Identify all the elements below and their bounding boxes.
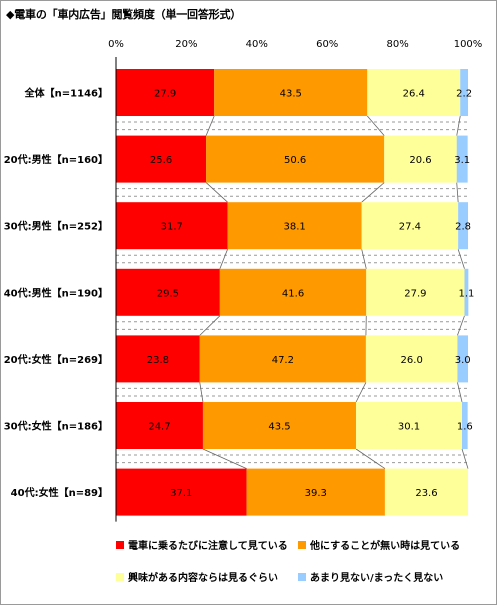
bar-segment	[116, 468, 247, 516]
bar-segment	[116, 335, 200, 383]
category-label: 全体【n=1146】	[24, 87, 108, 100]
bar-segment	[384, 135, 457, 183]
data-label: 50.6	[284, 155, 306, 166]
bar-segment	[202, 402, 357, 449]
data-label: 3.0	[455, 355, 471, 366]
bar-segment	[116, 69, 215, 116]
series-connector-line	[367, 115, 385, 136]
bar-segment	[456, 135, 468, 183]
x-tick-label: 60%	[316, 39, 338, 50]
series-connector-line	[355, 382, 367, 403]
data-label: 27.4	[399, 222, 421, 233]
category-label: 20代:男性【n=160】	[4, 153, 108, 166]
x-tick-label: 100%	[454, 39, 483, 50]
data-label: 2.8	[455, 222, 471, 233]
series-connector-line	[202, 448, 247, 469]
series-connector-line	[355, 448, 386, 469]
data-label: 47.2	[272, 355, 294, 366]
bar-segment	[246, 468, 385, 516]
bar-segment	[356, 402, 463, 449]
bar-segment	[116, 135, 207, 183]
series-connector-line	[219, 249, 228, 269]
category-label: 40代:男性【n=190】	[4, 286, 108, 299]
bar-segment	[361, 202, 459, 250]
data-label: 39.3	[305, 488, 327, 499]
bar-segment	[365, 335, 458, 383]
data-label: 26.0	[401, 355, 423, 366]
series-connector-line	[457, 382, 463, 403]
legend-swatch	[298, 541, 306, 549]
bar-segment	[384, 468, 468, 516]
legend-swatch	[116, 541, 124, 549]
bar-segment	[458, 202, 468, 250]
data-label: 2.2	[456, 89, 472, 100]
data-label: 25.6	[150, 155, 172, 166]
series-connector-line	[199, 315, 221, 336]
bar-segment	[219, 268, 367, 316]
data-label: 37.1	[170, 488, 192, 499]
series-connector-line	[461, 448, 469, 469]
data-label: 3.1	[454, 155, 470, 166]
data-label: 30.1	[398, 422, 420, 433]
legend-swatch	[116, 573, 124, 581]
series-connector-line	[361, 182, 385, 203]
data-label: 27.9	[404, 288, 426, 299]
bar-segment	[116, 202, 228, 250]
data-label: 23.6	[415, 488, 437, 499]
legend-label: 他にすることが無い時は見ている	[309, 539, 460, 552]
x-tick-label: 0%	[108, 39, 124, 50]
data-label: 29.5	[157, 288, 179, 299]
series-connector-line	[205, 115, 215, 136]
series-connector-line	[457, 315, 465, 336]
series-connector-line	[205, 182, 228, 203]
bar-segment	[206, 135, 385, 183]
bar-segment	[227, 202, 362, 250]
series-connector-line	[457, 249, 465, 269]
data-label: 43.5	[268, 422, 290, 433]
series-connector-line	[361, 249, 367, 269]
x-tick-label: 80%	[386, 39, 408, 50]
x-tick-label: 40%	[246, 39, 268, 50]
bar-segment	[366, 268, 465, 316]
legend-label: 電車に乗るたびに注意して見ている	[128, 539, 288, 552]
category-label: 40代:女性【n=89】	[11, 486, 108, 499]
legend-swatch	[298, 573, 306, 581]
data-label: 31.7	[161, 222, 183, 233]
data-label: 24.7	[148, 422, 170, 433]
bar-segment	[116, 268, 220, 316]
data-label: 20.6	[409, 155, 431, 166]
data-label: 27.9	[154, 89, 176, 100]
series-connector-line	[456, 182, 459, 203]
legend-label: 興味がある内容ならは見るぐらい	[128, 571, 278, 584]
category-label: 30代:女性【n=186】	[4, 420, 108, 433]
bar-segment	[462, 402, 468, 449]
data-label: 23.8	[147, 355, 169, 366]
category-label: 30代:男性【n=252】	[4, 220, 108, 233]
series-connector-line	[456, 115, 461, 136]
data-label: 1.1	[458, 288, 474, 299]
data-label: 43.5	[280, 89, 302, 100]
data-label: 26.4	[403, 89, 425, 100]
data-label: 1.6	[457, 422, 473, 433]
category-label: 20代:女性【n=269】	[4, 353, 108, 366]
bar-segment	[367, 69, 461, 116]
series-connector-line	[199, 382, 204, 403]
legend-label: あまり見ない/まったく見ない	[310, 571, 443, 584]
bar-segment	[464, 268, 469, 316]
x-tick-label: 20%	[175, 39, 197, 50]
bar-segment	[199, 335, 366, 383]
data-label: 38.1	[284, 222, 306, 233]
bar-segment	[460, 69, 468, 116]
bar-segment	[214, 69, 368, 116]
chart-title: ◆電車の「車内広告」閲覧頻度（単一回答形式）	[6, 8, 242, 21]
bar-segment	[116, 402, 203, 449]
data-label: 41.6	[282, 288, 304, 299]
bar-segment	[457, 335, 468, 383]
